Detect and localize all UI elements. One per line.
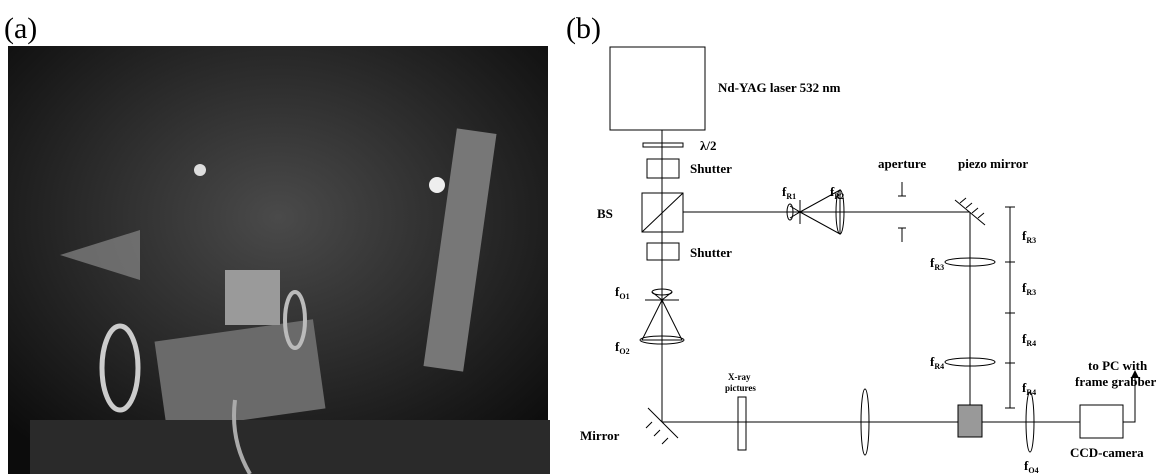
lens-subscript: O1 bbox=[619, 292, 629, 301]
lens-label: fR1 bbox=[782, 184, 796, 201]
lens-subscript: R4 bbox=[1026, 388, 1036, 397]
label: Mirror bbox=[580, 428, 620, 443]
lens-subscript: O2 bbox=[619, 347, 629, 356]
lens-label: fR4 bbox=[930, 354, 944, 371]
label: frame grabber bbox=[1075, 374, 1156, 389]
lens-subscript: R3 bbox=[1026, 288, 1036, 297]
lens-label: fR4 bbox=[1022, 331, 1036, 348]
lens-label: fR2 bbox=[830, 184, 844, 201]
lens-subscript: R1 bbox=[786, 192, 796, 201]
label: to PC with bbox=[1088, 358, 1148, 373]
label: λ/2 bbox=[700, 138, 717, 153]
panel-label: (b) bbox=[566, 12, 601, 45]
label: CCD-camera bbox=[1070, 445, 1144, 460]
lens-label: fR3 bbox=[930, 255, 944, 272]
label: Nd-YAG laser 532 nm bbox=[718, 80, 841, 95]
lens-label: fO4 bbox=[1024, 458, 1039, 474]
label: piezo mirror bbox=[958, 156, 1028, 171]
label: BS bbox=[597, 206, 613, 221]
figure: (a) (b) bbox=[0, 0, 1160, 474]
lens-label: fR3 bbox=[1022, 228, 1036, 245]
label: aperture bbox=[878, 156, 926, 171]
lens-subscript: R4 bbox=[934, 362, 944, 371]
lens-label: fR4 bbox=[1022, 380, 1036, 397]
label: pictures bbox=[725, 383, 756, 393]
panel-label: (a) bbox=[4, 12, 37, 45]
lens-subscript: R2 bbox=[834, 192, 844, 201]
label: X-ray bbox=[728, 372, 751, 382]
label: Shutter bbox=[690, 161, 732, 176]
lens-label: fO2 bbox=[615, 339, 630, 356]
lens-subscript: O4 bbox=[1028, 466, 1038, 474]
lens-subscript: R4 bbox=[1026, 339, 1036, 348]
lens-label: fR3 bbox=[1022, 280, 1036, 297]
lens-subscript: R3 bbox=[934, 263, 944, 272]
lens-subscript: R3 bbox=[1026, 236, 1036, 245]
lens-label: fO1 bbox=[615, 284, 630, 301]
label: Shutter bbox=[690, 245, 732, 260]
photo bbox=[8, 46, 550, 474]
